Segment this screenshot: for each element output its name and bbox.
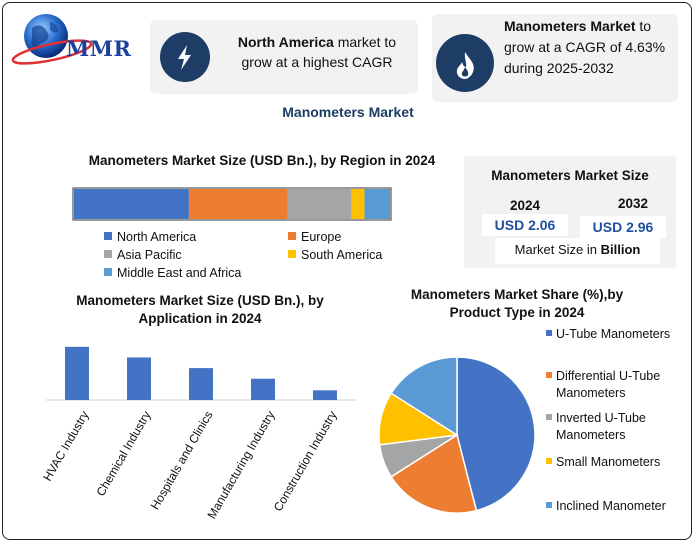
legend-label: Europe bbox=[301, 230, 342, 244]
app-category-label: Construction Industry bbox=[271, 409, 340, 514]
region-legend-item: Europe bbox=[288, 230, 341, 244]
flame-icon bbox=[456, 52, 474, 79]
product-legend-item: Inclined Manometer bbox=[546, 498, 686, 515]
card-right-bold: Manometers Market bbox=[504, 18, 636, 34]
region-bar-outline bbox=[72, 187, 392, 221]
product-legend-item: Differential U-Tube Manometers bbox=[546, 368, 686, 402]
legend-swatch bbox=[104, 268, 112, 276]
globe-icon bbox=[11, 14, 93, 65]
card-right-text: Manometers Market to grow at a CAGR of 4… bbox=[504, 16, 674, 79]
legend-label: Differential U-Tube Manometers bbox=[556, 369, 661, 400]
app-category-label: Hospitals and Clinics bbox=[148, 409, 216, 512]
card-icon-circle bbox=[160, 32, 210, 82]
legend-label: Inclined Manometer bbox=[556, 499, 666, 513]
app-category-label: HVAC Industry bbox=[40, 409, 91, 484]
region-stacked-bar bbox=[72, 187, 392, 221]
year-2032-label: 2032 bbox=[618, 196, 649, 211]
logo-text: MMR bbox=[66, 36, 132, 61]
legend-label: Small Manometers bbox=[556, 455, 661, 469]
legend-swatch bbox=[546, 414, 552, 420]
product-legend-item: Inverted U-Tube Manometers bbox=[546, 410, 686, 444]
legend-swatch bbox=[546, 372, 552, 378]
legend-label: South America bbox=[301, 248, 383, 262]
product-chart-title: Manometers Market Share (%),by Product T… bbox=[410, 287, 624, 320]
product-legend-item: U-Tube Manometers bbox=[546, 326, 686, 343]
product-legend-item: Small Manometers bbox=[546, 454, 686, 471]
legend-swatch bbox=[104, 250, 112, 258]
legend-label: U-Tube Manometers bbox=[556, 327, 671, 341]
pie-slice-1 bbox=[390, 433, 478, 514]
app-category-label: Manufacturing Industry bbox=[204, 409, 277, 522]
card-north-america: North America market to grow at a highes… bbox=[150, 20, 418, 94]
pie-slice-4 bbox=[390, 356, 458, 437]
card-cagr: Manometers Market to grow at a CAGR of 4… bbox=[432, 14, 678, 102]
region-legend-item: South America bbox=[288, 248, 382, 262]
region-legend-item: Asia Pacific bbox=[104, 248, 182, 262]
legend-swatch bbox=[546, 458, 552, 464]
legend-swatch bbox=[288, 232, 296, 240]
card-left-bold: North America bbox=[237, 34, 334, 50]
legend-label: Middle East and Africa bbox=[117, 266, 242, 280]
legend-swatch bbox=[288, 250, 296, 258]
product-pie-chart bbox=[378, 356, 536, 514]
region-segment-2 bbox=[287, 189, 352, 219]
card-icon-circle bbox=[436, 34, 494, 92]
legend-label: Inverted U-Tube Manometers bbox=[556, 411, 646, 442]
mmr-logo: MMR bbox=[8, 10, 138, 70]
app-bar-4 bbox=[313, 390, 337, 400]
pie-slice-0 bbox=[456, 356, 536, 512]
region-chart-title: Manometers Market Size (USD Bn.), by Reg… bbox=[88, 153, 436, 168]
app-bar-1 bbox=[127, 357, 151, 400]
application-bar-chart: HVAC Industry Chemical IndustryHospitals … bbox=[40, 346, 356, 522]
card-right-rest: to grow at a CAGR of 4.63% during 2025-2… bbox=[504, 18, 666, 76]
lightning-bolt-icon bbox=[178, 45, 191, 70]
app-bar-3 bbox=[251, 378, 275, 400]
app-bar-0 bbox=[65, 346, 89, 400]
application-chart-title: Manometers Market Size (USD Bn.), by App… bbox=[76, 293, 324, 326]
unit-bold: Billion bbox=[600, 242, 641, 257]
unit-prefix: Market Size in bbox=[514, 242, 601, 257]
region-segment-3 bbox=[351, 189, 365, 219]
main-title: Manometers Market bbox=[282, 104, 414, 120]
app-bar-2 bbox=[189, 368, 213, 400]
region-segment-1 bbox=[188, 189, 288, 219]
legend-swatch bbox=[546, 502, 552, 508]
market-size-title: Manometers Market Size bbox=[491, 168, 649, 183]
card-left-text: North America market to grow at a highes… bbox=[224, 32, 410, 72]
app-category-label: Chemical Industry bbox=[93, 409, 153, 499]
legend-swatch bbox=[104, 232, 112, 240]
region-segment-0 bbox=[74, 189, 189, 219]
value-2032: USD 2.96 bbox=[580, 216, 666, 238]
year-2024-label: 2024 bbox=[510, 198, 541, 213]
market-size-unit: Market Size in Billion bbox=[495, 238, 660, 264]
card-left-rest: market to grow at a highest CAGR bbox=[241, 34, 397, 70]
legend-label: North America bbox=[117, 230, 197, 244]
region-legend-item: Middle East and Africa bbox=[104, 266, 241, 280]
legend-label: Asia Pacific bbox=[117, 248, 182, 262]
legend-swatch bbox=[546, 330, 552, 336]
value-2024: USD 2.06 bbox=[482, 214, 568, 236]
region-segment-4 bbox=[364, 189, 390, 219]
region-legend-item: North America bbox=[104, 230, 196, 244]
